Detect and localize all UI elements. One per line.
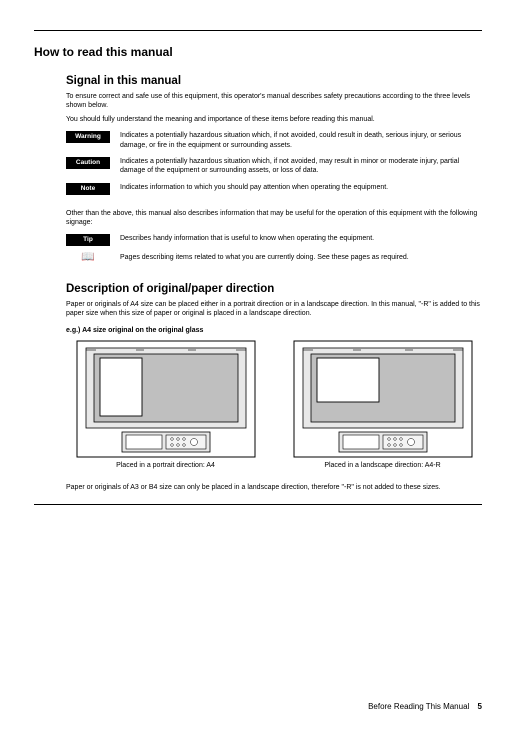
page-number: 5	[478, 702, 482, 711]
page-footer: Before Reading This Manual 5	[368, 702, 482, 711]
signal-row-warning: Warning Indicates a potentially hazardou…	[66, 131, 482, 150]
book-desc: Pages describing items related to what y…	[120, 253, 482, 262]
caution-desc: Indicates a potentially hazardous situat…	[120, 157, 482, 176]
copier-portrait-svg	[76, 340, 256, 458]
caution-label: Caution	[66, 157, 110, 169]
page-title: How to read this manual	[34, 45, 482, 59]
example-label: e.g.) A4 size original on the original g…	[66, 327, 482, 334]
signal-row-note: Note Indicates information to which you …	[66, 183, 482, 195]
copier-landscape-svg	[293, 340, 473, 458]
warning-label: Warning	[66, 131, 110, 143]
signal-row-book: 📖 Pages describing items related to what…	[66, 253, 482, 262]
diagram-portrait: Placed in a portrait direction: A4	[66, 340, 265, 469]
signal-row-caution: Caution Indicates a potentially hazardou…	[66, 157, 482, 176]
diagram-row: Placed in a portrait direction: A4	[66, 340, 482, 469]
signal-heading: Signal in this manual	[66, 75, 482, 87]
diagram-landscape: Placed in a landscape direction: A4-R	[283, 340, 482, 469]
signal-other: Other than the above, this manual also d…	[66, 209, 482, 228]
tip-label: Tip	[66, 234, 110, 246]
signal-intro-1: To ensure correct and safe use of this e…	[66, 92, 482, 111]
direction-bottom-note: Paper or originals of A3 or B4 size can …	[66, 483, 482, 492]
caption-landscape: Placed in a landscape direction: A4-R	[283, 462, 482, 469]
footer-text: Before Reading This Manual	[368, 702, 469, 711]
note-desc: Indicates information to which you shoul…	[120, 183, 482, 192]
rule-top	[34, 30, 482, 31]
content-indent: Signal in this manual To ensure correct …	[66, 75, 482, 492]
note-label: Note	[66, 183, 110, 195]
signal-intro-2: You should fully understand the meaning …	[66, 115, 482, 124]
rule-bottom	[34, 504, 482, 505]
caption-portrait: Placed in a portrait direction: A4	[66, 462, 265, 469]
tip-desc: Describes handy information that is usef…	[120, 234, 482, 243]
book-icon: 📖	[66, 253, 110, 261]
signal-row-tip: Tip Describes handy information that is …	[66, 234, 482, 246]
direction-heading: Description of original/paper direction	[66, 283, 482, 295]
warning-desc: Indicates a potentially hazardous situat…	[120, 131, 482, 150]
direction-intro: Paper or originals of A4 size can be pla…	[66, 300, 482, 319]
